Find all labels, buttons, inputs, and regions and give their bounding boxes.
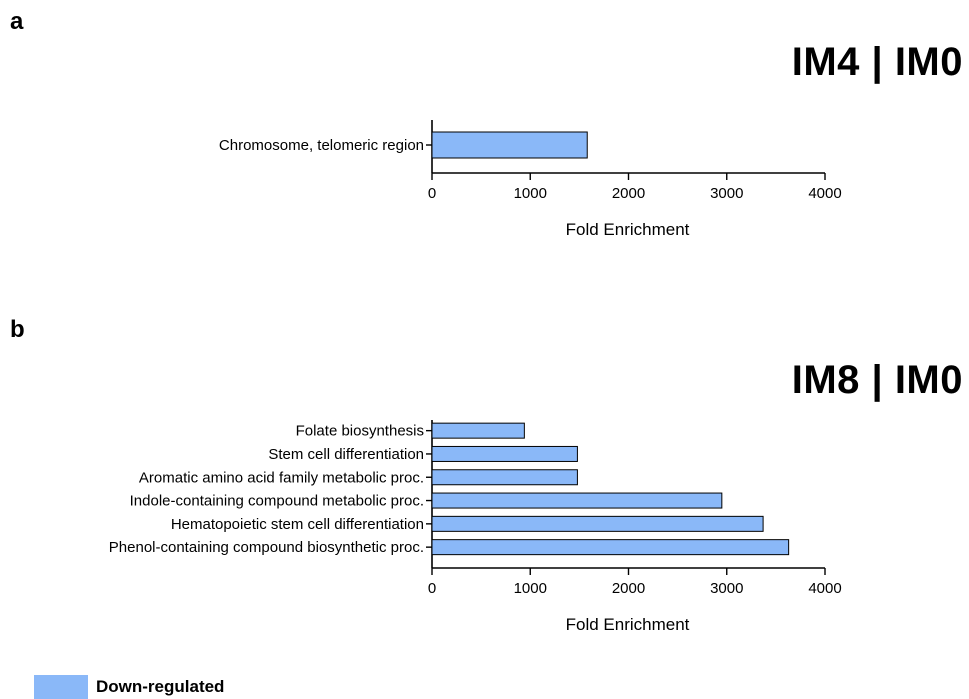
x-tick-label-2000: 2000 (612, 580, 645, 597)
x-tick-label-0: 0 (428, 580, 436, 597)
bar-phenol-containing-compound-biosynthetic-proc (431, 539, 790, 556)
category-label-stem-cell-differentiation: Stem cell differentiation (268, 446, 424, 463)
x-tick-label-1000: 1000 (514, 580, 547, 597)
category-label-phenol-containing-compound-biosynthetic-proc: Phenol-containing compound biosynthetic … (109, 539, 424, 556)
panel-a-letter: a (10, 8, 24, 35)
bar-aromatic-amino-acid-family-metabolic-proc (431, 469, 578, 486)
x-tick-label-4000: 4000 (808, 580, 841, 597)
panel-b-letter: b (10, 316, 25, 343)
x-axis-title: Fold Enrichment (566, 615, 690, 634)
x-tick-label-4000: 4000 (808, 185, 841, 202)
x-tick-label-3000: 3000 (710, 185, 743, 202)
category-label-hematopoietic-stem-cell-differentiation: Hematopoietic stem cell differentiation (171, 516, 424, 533)
legend-label: Down-regulated (96, 677, 225, 696)
panel-b-title: IM8 | IM0 (791, 358, 963, 402)
chart-b: Folate biosynthesis Stem cell differentia… (109, 420, 842, 634)
category-label-aromatic-amino-acid-family-metabolic-proc: Aromatic amino acid family metabolic pro… (139, 469, 424, 486)
legend: Down-regulated (34, 675, 224, 699)
panel-a-title: IM4 | IM0 (791, 40, 963, 84)
x-axis-title: Fold Enrichment (566, 220, 690, 239)
x-tick-label-3000: 3000 (710, 580, 743, 597)
x-tick-label-1000: 1000 (514, 185, 547, 202)
bar-hematopoietic-stem-cell-differentiation (431, 515, 764, 532)
legend-swatch-down-regulated (34, 675, 88, 699)
chart-a: Chromosome, telomeric region 0 1000 2000 300… (219, 120, 842, 239)
category-label-indole-containing-compound-metabolic-proc: Indole-containing compound metabolic pro… (130, 493, 424, 510)
category-label-chromosome-telomeric-region: Chromosome, telomeric region (219, 137, 424, 154)
bar-stem-cell-differentiation (431, 445, 578, 462)
bar-folate-biosynthesis (431, 422, 525, 439)
category-label-folate-biosynthesis: Folate biosynthesis (296, 423, 424, 440)
x-tick-label-2000: 2000 (612, 185, 645, 202)
bar-chromosome-telomeric-region (431, 131, 588, 159)
bar-indole-containing-compound-metabolic-proc (431, 492, 723, 509)
x-tick-label-0: 0 (428, 185, 436, 202)
